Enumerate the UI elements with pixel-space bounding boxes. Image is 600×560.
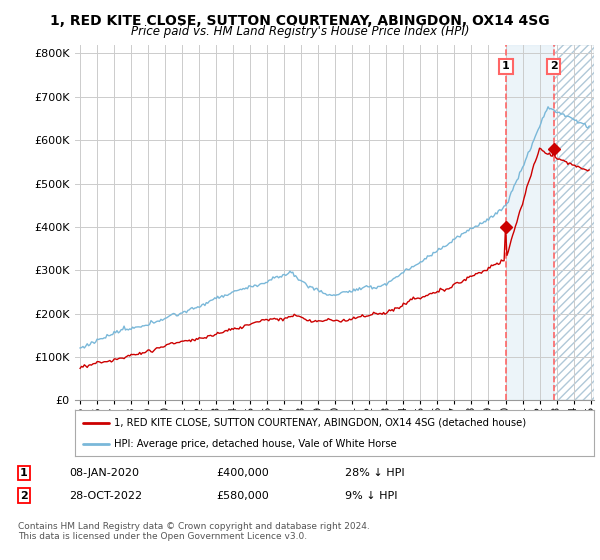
Text: £580,000: £580,000	[216, 491, 269, 501]
Text: 9% ↓ HPI: 9% ↓ HPI	[345, 491, 398, 501]
Text: 28-OCT-2022: 28-OCT-2022	[69, 491, 142, 501]
Text: 1, RED KITE CLOSE, SUTTON COURTENAY, ABINGDON, OX14 4SG (detached house): 1, RED KITE CLOSE, SUTTON COURTENAY, ABI…	[114, 418, 526, 428]
Text: £400,000: £400,000	[216, 468, 269, 478]
Text: 1, RED KITE CLOSE, SUTTON COURTENAY, ABINGDON, OX14 4SG: 1, RED KITE CLOSE, SUTTON COURTENAY, ABI…	[50, 14, 550, 28]
Bar	[554, 45, 594, 400]
Text: 1: 1	[502, 62, 510, 72]
Bar	[554, 45, 594, 400]
Text: 2: 2	[550, 62, 557, 72]
Text: 08-JAN-2020: 08-JAN-2020	[69, 468, 139, 478]
Text: 28% ↓ HPI: 28% ↓ HPI	[345, 468, 404, 478]
Text: 1: 1	[20, 468, 28, 478]
Text: 2: 2	[20, 491, 28, 501]
Text: HPI: Average price, detached house, Vale of White Horse: HPI: Average price, detached house, Vale…	[114, 439, 397, 449]
Bar	[506, 45, 554, 400]
Text: Contains HM Land Registry data © Crown copyright and database right 2024.
This d: Contains HM Land Registry data © Crown c…	[18, 522, 370, 542]
Text: Price paid vs. HM Land Registry's House Price Index (HPI): Price paid vs. HM Land Registry's House …	[131, 25, 469, 38]
